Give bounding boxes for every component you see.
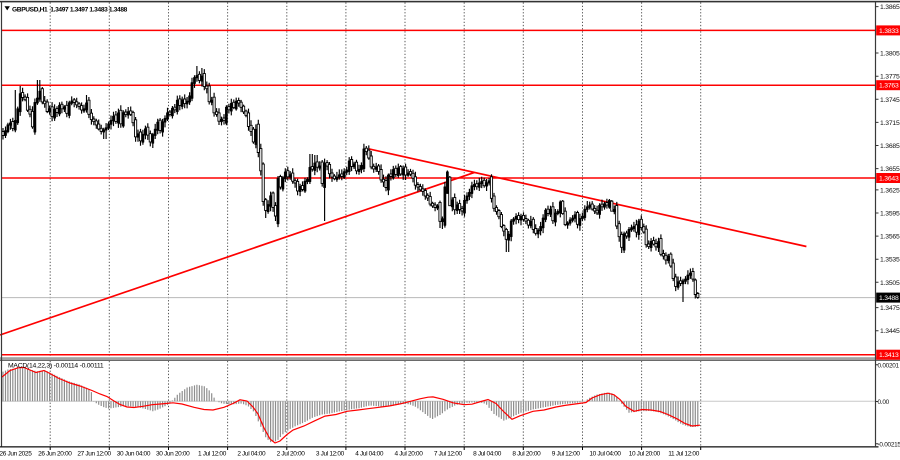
svg-text:4 Jul 04:00: 4 Jul 04:00 (355, 451, 384, 458)
svg-text:1 Jul 12:00: 1 Jul 12:00 (198, 451, 227, 458)
svg-text:1.3865: 1.3865 (880, 4, 900, 11)
svg-text:1.3535: 1.3535 (880, 257, 900, 264)
svg-text:30 Jun 04:00: 30 Jun 04:00 (117, 451, 151, 458)
svg-text:3 Jul 12:00: 3 Jul 12:00 (316, 451, 345, 458)
svg-text:-0.00215: -0.00215 (878, 441, 900, 448)
svg-text:4 Jul 20:00: 4 Jul 20:00 (395, 451, 424, 458)
svg-text:7 Jul 12:00: 7 Jul 12:00 (434, 451, 463, 458)
svg-text:1.3475: 1.3475 (880, 305, 900, 312)
svg-text:1.3775: 1.3775 (880, 74, 900, 81)
svg-text:1.3643: 1.3643 (879, 176, 899, 183)
svg-text:1.3655: 1.3655 (880, 166, 900, 173)
svg-text:8 Jul 04:00: 8 Jul 04:00 (473, 451, 502, 458)
svg-text:1.3745: 1.3745 (880, 97, 900, 104)
svg-text:MACD(14,22,3) -0.00114 -0.0011: MACD(14,22,3) -0.00114 -0.00111 (8, 363, 104, 370)
svg-text:8 Jul 20:00: 8 Jul 20:00 (512, 451, 541, 458)
svg-text:1.3595: 1.3595 (880, 211, 900, 218)
svg-text:10 Jul 20:00: 10 Jul 20:00 (629, 451, 661, 458)
svg-text:1.3505: 1.3505 (880, 280, 900, 287)
svg-text:11 Jul 12:00: 11 Jul 12:00 (668, 451, 699, 458)
svg-text:0.00: 0.00 (878, 399, 890, 406)
svg-text:1.3715: 1.3715 (880, 120, 900, 127)
svg-text:26 Jun 20:00: 26 Jun 20:00 (38, 451, 72, 458)
svg-text:2 Jul 20:00: 2 Jul 20:00 (277, 451, 306, 458)
svg-text:30 Jun 20:00: 30 Jun 20:00 (156, 451, 190, 458)
svg-text:1.3805: 1.3805 (880, 51, 900, 58)
svg-text:0.00201: 0.00201 (878, 362, 900, 369)
svg-text:1.3413: 1.3413 (879, 352, 899, 359)
svg-text:1.3763: 1.3763 (879, 83, 899, 90)
svg-text:1.3685: 1.3685 (880, 143, 900, 150)
svg-text:10 Jul 04:00: 10 Jul 04:00 (589, 451, 621, 458)
svg-text:26 Jun 2025: 26 Jun 2025 (0, 451, 32, 458)
svg-text:2 Jul 04:00: 2 Jul 04:00 (237, 451, 266, 458)
svg-text:GBPUSD,H1 1.3497 1.3497 1.348: GBPUSD,H1 1.3497 1.3497 1.3483 1.3488 (12, 7, 128, 14)
svg-text:9 Jul 12:00: 9 Jul 12:00 (552, 451, 581, 458)
svg-text:1.3445: 1.3445 (880, 328, 900, 335)
svg-text:1.3625: 1.3625 (880, 187, 900, 194)
svg-text:1.3488: 1.3488 (879, 295, 899, 302)
svg-text:27 Jun 12:00: 27 Jun 12:00 (77, 451, 111, 458)
svg-text:1.3565: 1.3565 (880, 234, 900, 241)
svg-text:1.3833: 1.3833 (879, 28, 899, 35)
